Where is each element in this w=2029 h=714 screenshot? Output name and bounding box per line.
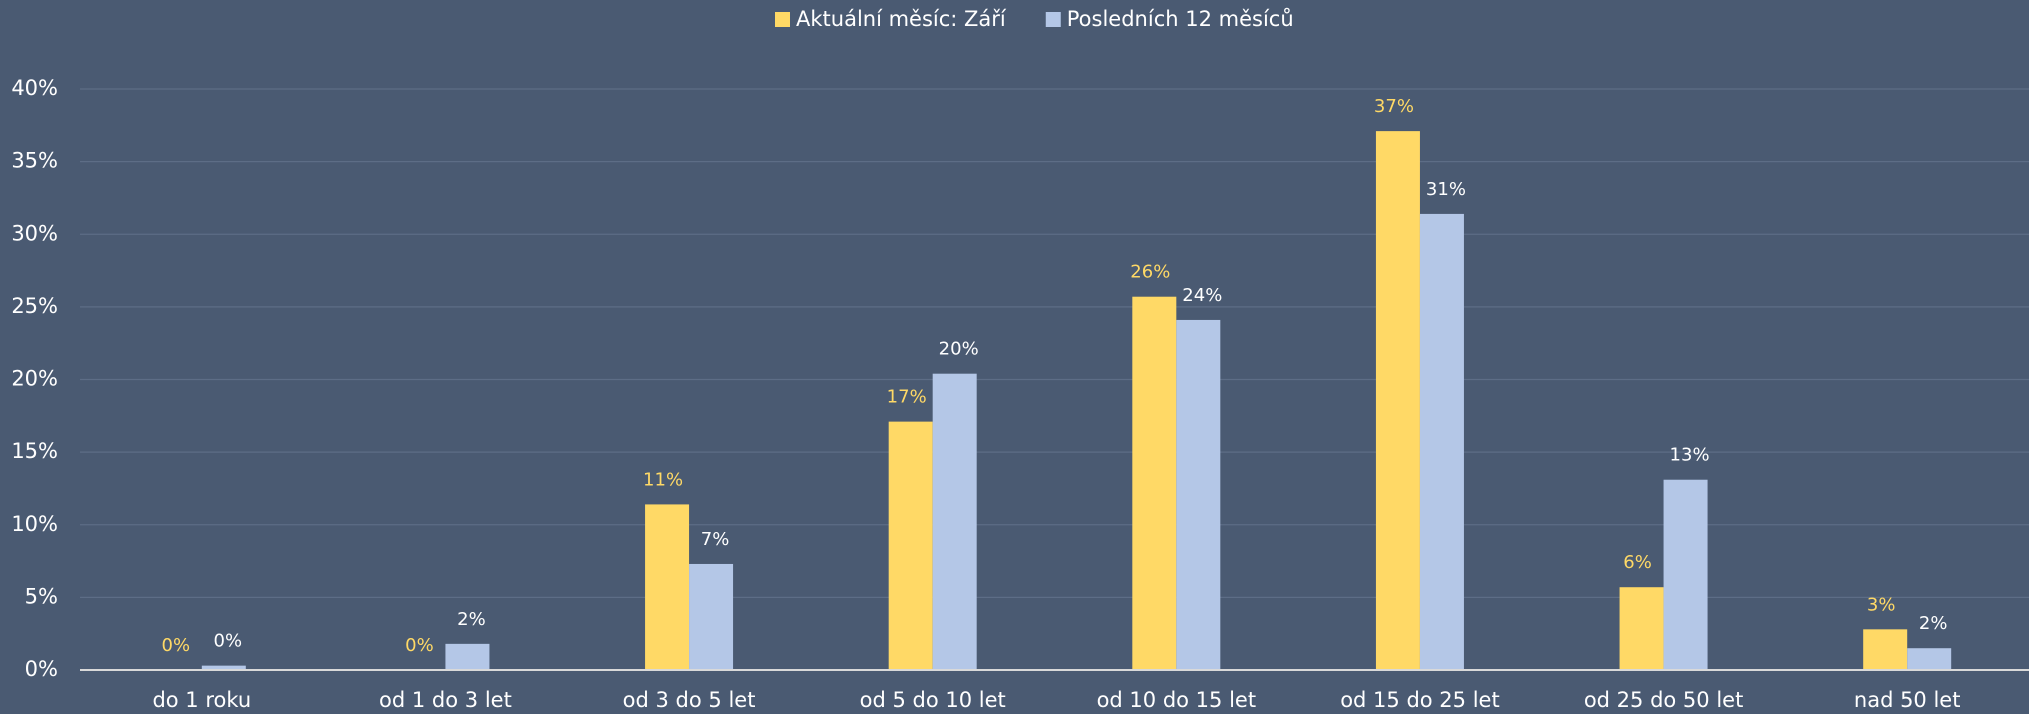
bar <box>1176 319 1221 670</box>
value-label: 11% <box>643 469 683 490</box>
value-label: 37% <box>1374 96 1414 117</box>
bar <box>201 665 246 670</box>
y-tick-label: 0% <box>25 657 58 681</box>
x-tick-label: od 5 do 10 let <box>860 688 1006 712</box>
value-label: 0% <box>405 635 434 656</box>
value-label: 2% <box>457 609 486 630</box>
value-label: 0% <box>214 631 243 652</box>
bar <box>1863 629 1908 670</box>
x-tick-label: nad 50 let <box>1854 688 1961 712</box>
bar <box>888 421 933 670</box>
value-label: 17% <box>887 387 927 408</box>
x-tick-label: do 1 roku <box>152 688 251 712</box>
x-tick-label: od 25 do 50 let <box>1584 688 1744 712</box>
bar <box>445 643 490 670</box>
legend-swatch <box>775 12 790 27</box>
y-tick-label: 10% <box>11 512 58 536</box>
y-tick-label: 5% <box>25 584 58 608</box>
legend-label: Aktuální měsíc: Září <box>796 7 1007 31</box>
y-tick-label: 40% <box>11 76 58 100</box>
x-tick-label: od 10 do 15 let <box>1097 688 1257 712</box>
bar <box>1132 296 1177 670</box>
bar <box>932 373 977 670</box>
bar <box>1907 648 1952 670</box>
y-tick-label: 35% <box>11 149 58 173</box>
value-label: 31% <box>1426 179 1466 200</box>
y-tick-label: 30% <box>11 221 58 245</box>
value-label: 3% <box>1867 594 1896 615</box>
value-label: 24% <box>1182 285 1222 306</box>
bar <box>1619 587 1664 670</box>
bar <box>1375 131 1420 670</box>
y-tick-label: 25% <box>11 294 58 318</box>
x-tick-label: od 1 do 3 let <box>379 688 512 712</box>
value-label: 7% <box>701 529 730 550</box>
y-tick-label: 20% <box>11 367 58 391</box>
value-label: 26% <box>1130 262 1170 283</box>
legend-label: Posledních 12 měsíců <box>1067 7 1294 31</box>
bar <box>1419 213 1464 671</box>
value-label: 20% <box>939 339 979 360</box>
bar <box>1663 479 1708 670</box>
legend-swatch <box>1045 12 1061 27</box>
value-label: 6% <box>1623 552 1652 573</box>
value-label: 0% <box>162 635 191 656</box>
y-tick-label: 15% <box>11 439 58 463</box>
value-label: 2% <box>1919 613 1948 634</box>
value-label: 13% <box>1670 445 1710 466</box>
bar <box>645 504 690 670</box>
bar <box>689 563 734 670</box>
x-tick-label: od 3 do 5 let <box>623 688 756 712</box>
x-tick-label: od 15 do 25 let <box>1340 688 1500 712</box>
